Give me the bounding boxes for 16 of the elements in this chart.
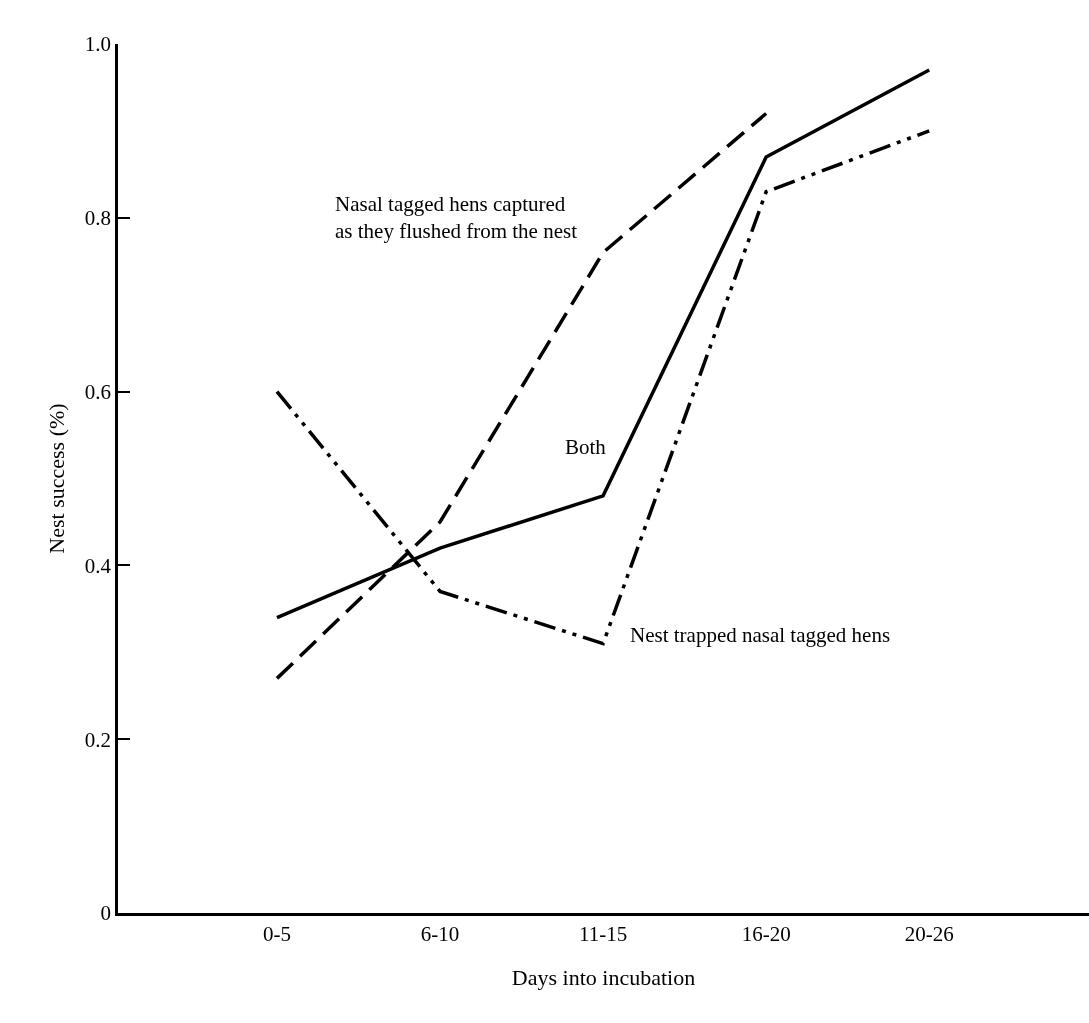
y-tick-label: 0.4 [84, 553, 112, 578]
series-label: Nest trapped nasal tagged hens [630, 623, 891, 647]
y-axis-title: Nest success (%) [43, 403, 69, 554]
y-tick-label: 0.2 [84, 727, 112, 752]
x-tick-label: 6-10 [420, 921, 460, 946]
x-tick-label: 0-5 [262, 921, 291, 946]
series-label: Both [565, 435, 607, 459]
series-label: Nasal tagged hens captured as they flushed from the nest [335, 192, 578, 244]
x-tick-label: 11-15 [578, 921, 628, 946]
x-tick-label: 16-20 [741, 921, 791, 946]
y-tick-label: 1.0 [84, 32, 112, 57]
x-tick-label: 20-26 [904, 921, 954, 946]
y-tick-label: 0.6 [84, 379, 112, 404]
y-tick-label: 0 [100, 901, 112, 926]
y-tick-label: 0.8 [84, 206, 112, 231]
x-axis-title: Days into incubation [511, 964, 696, 990]
